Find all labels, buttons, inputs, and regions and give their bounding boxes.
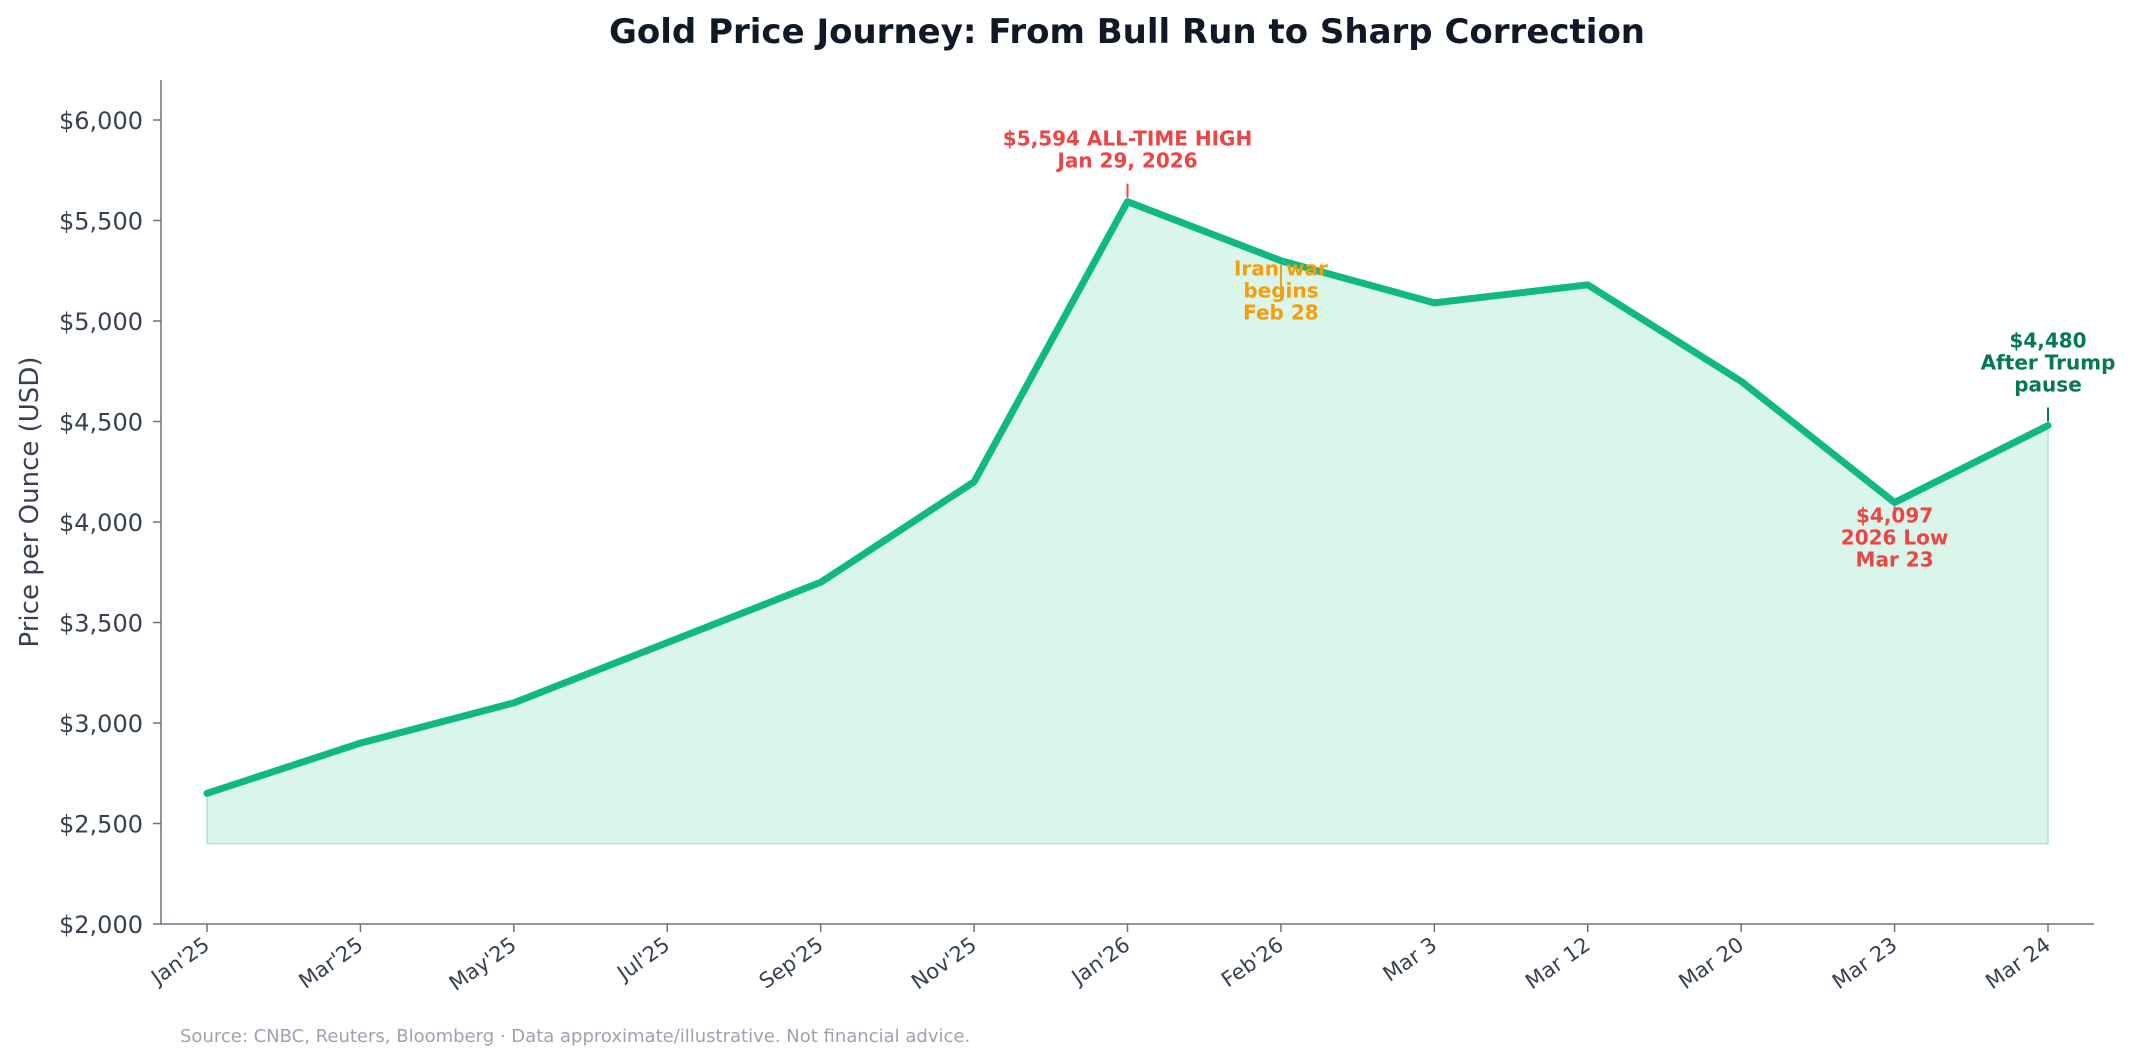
y-tick-label: $6,000: [59, 107, 143, 135]
price-point: [357, 740, 363, 746]
price-point: [664, 640, 670, 646]
chart-title: Gold Price Journey: From Bull Run to Sha…: [609, 12, 1645, 52]
x-tick-label: Jul'25: [611, 932, 674, 986]
annotation-label: 2026 Low: [1841, 526, 1949, 550]
annotation-label: Iran war: [1234, 257, 1328, 281]
price-point: [511, 700, 517, 706]
x-tick-label: Mar 3: [1379, 932, 1442, 986]
x-tick-label: Mar 12: [1521, 932, 1595, 994]
y-tick-label: $4,500: [59, 409, 143, 437]
price-point: [2045, 423, 2051, 429]
price-point: [1125, 199, 1131, 205]
annotation-label: $4,097: [1856, 504, 1933, 528]
x-tick-label: Mar 20: [1674, 932, 1748, 994]
price-point: [818, 579, 824, 585]
x-tick-label: Mar'25: [294, 932, 367, 993]
y-tick-label: $2,000: [59, 911, 143, 939]
x-tick-label: Mar 24: [1981, 932, 2055, 994]
x-tick-label: Nov'25: [907, 932, 981, 994]
y-tick-label: $2,500: [59, 811, 143, 839]
annotation-label: Mar 23: [1856, 548, 1934, 572]
price-point: [971, 479, 977, 485]
price-area-fill: [206, 200, 2049, 845]
x-tick-label: Feb'26: [1217, 932, 1288, 992]
annotation-label: pause: [2014, 373, 2082, 397]
x-tick-label: Mar 23: [1828, 932, 1902, 994]
y-tick-label: $3,500: [59, 610, 143, 638]
y-tick-label: $3,000: [59, 710, 143, 738]
annotation-label: begins: [1243, 279, 1318, 303]
price-series-line: [203, 198, 2052, 797]
y-tick-label: $5,000: [59, 308, 143, 336]
annotation-label: $5,594 ALL-TIME HIGH: [1003, 127, 1252, 151]
price-point: [1738, 378, 1744, 384]
x-tick-label: Sep'25: [755, 932, 828, 993]
y-axis-label: Price per Ounce (USD): [15, 357, 45, 648]
annotation-label: After Trump: [1981, 351, 2116, 375]
price-point: [1585, 282, 1591, 288]
y-tick-label: $4,000: [59, 509, 143, 537]
annotation-label: Jan 29, 2026: [1055, 149, 1197, 173]
x-tick-label: May'25: [445, 932, 521, 995]
plot-area: $2,000 $2,500 $3,000 $3,500 $4,000 $4,500 $5,0…: [59, 80, 2115, 996]
source-note: Source: CNBC, Reuters, Bloomberg · Data …: [180, 1026, 970, 1047]
annotation-label: Feb 28: [1243, 301, 1319, 325]
x-tick-label: Jan'26: [1066, 932, 1135, 990]
x-tick-label: Jan'25: [145, 932, 214, 990]
price-point: [1431, 300, 1437, 306]
annotation-label: $4,480: [2009, 329, 2086, 353]
price-point: [204, 790, 210, 796]
y-tick-label: $5,500: [59, 208, 143, 236]
